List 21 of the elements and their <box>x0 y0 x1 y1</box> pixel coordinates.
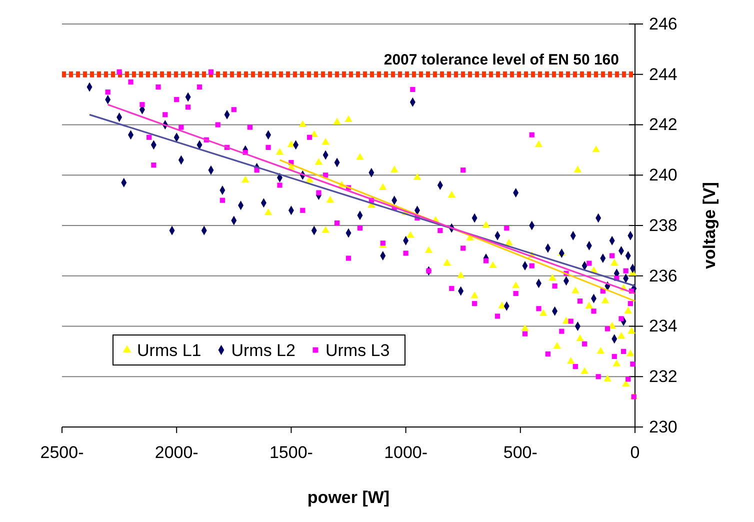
x-tick-label: 1500- <box>269 443 313 462</box>
y-tick-label: 244 <box>649 64 678 84</box>
y-tick-label: 236 <box>649 266 678 286</box>
x-tick-label: 1000- <box>384 443 428 462</box>
x-tick-label: 500- <box>503 443 538 462</box>
x-axis-title: power [W] <box>307 488 390 507</box>
y-tick-label: 246 <box>649 14 678 34</box>
y-tick-label: 232 <box>649 367 678 386</box>
x-tick-label: 0 <box>630 443 640 462</box>
legend-label: Urms L2 <box>231 341 296 360</box>
legend-label: Urms L1 <box>137 341 202 360</box>
y-tick-label: 240 <box>649 166 678 185</box>
x-tick-label: 2500- <box>40 443 84 462</box>
y-tick-label: 234 <box>649 316 678 336</box>
y-tick-label: 238 <box>649 216 678 235</box>
ref-line-label: 2007 tolerance level of EN 50 160 <box>384 51 619 68</box>
y-axis-title: voltage [V] <box>700 182 719 269</box>
legend-label: Urms L3 <box>325 341 390 360</box>
x-tick-label: 2000- <box>154 443 198 462</box>
y-tick-label: 242 <box>649 115 678 134</box>
y-tick-label: 230 <box>649 417 678 436</box>
